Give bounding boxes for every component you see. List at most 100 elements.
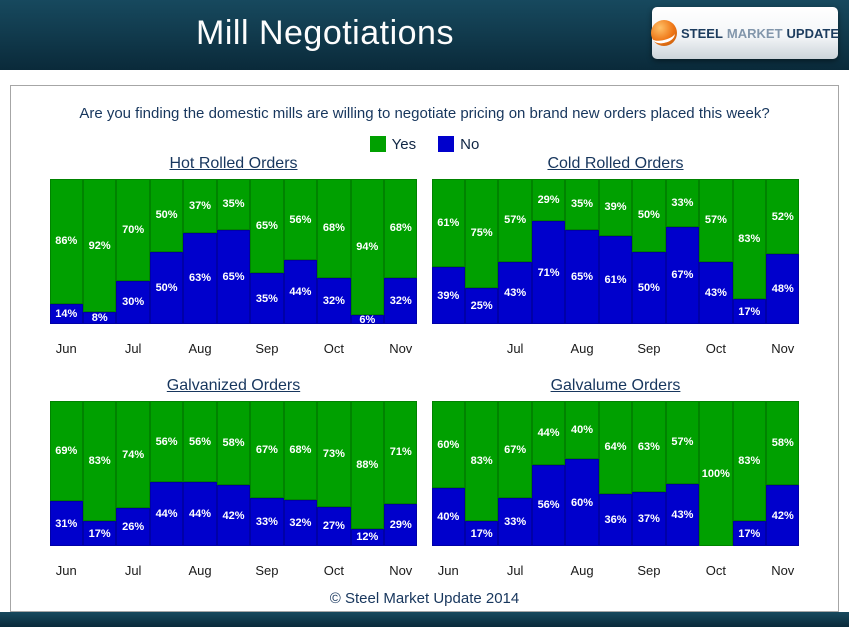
segment-no: 33% <box>498 498 532 546</box>
smu-logo: STEEL MARKET UPDATE <box>651 7 839 59</box>
legend-yes-swatch <box>369 136 386 152</box>
stacked-bar: 52% 48% <box>766 179 800 324</box>
segment-no: 33% <box>250 498 284 546</box>
segment-no: 42% <box>216 485 251 546</box>
value-label: 60% <box>437 438 460 451</box>
value-label: 35% <box>255 292 278 305</box>
value-label: 17% <box>470 527 493 540</box>
month-spacer <box>351 563 384 579</box>
segment-no: 48% <box>766 254 800 324</box>
value-label: 60% <box>571 496 594 509</box>
value-label: 32% <box>322 294 345 307</box>
segment-yes: 68% <box>283 401 318 500</box>
segment-no: 17% <box>82 521 117 546</box>
stacked-bar: 35% 65% <box>565 179 599 324</box>
value-label: 39% <box>437 289 460 302</box>
stacked-bar: 68% 32% <box>384 179 418 324</box>
value-label: 44% <box>537 426 560 439</box>
value-label: 67% <box>671 269 694 282</box>
value-label: 29% <box>389 518 412 531</box>
logo-text-market: MARKET <box>726 25 783 41</box>
month-spacer <box>351 341 384 357</box>
value-label: 52% <box>771 210 794 223</box>
segment-no: 44% <box>283 260 318 324</box>
value-label: 71% <box>389 446 412 459</box>
segment-no: 65% <box>216 229 251 324</box>
segment-no: 44% <box>183 482 217 546</box>
value-label: 29% <box>537 194 560 207</box>
segment-no: 60% <box>565 459 599 546</box>
stacked-bar: 50% 50% <box>632 179 666 324</box>
stacked-bar: 37% 63% <box>183 179 217 324</box>
segment-yes: 56% <box>283 179 318 261</box>
value-label: 56% <box>189 435 212 448</box>
segment-yes: 74% <box>116 401 150 509</box>
value-label: 37% <box>637 513 660 526</box>
stacked-bar: 39% 61% <box>598 179 633 324</box>
value-label: 100% <box>701 467 730 480</box>
value-label: 27% <box>322 520 345 533</box>
value-label: 40% <box>437 511 460 523</box>
value-label: 74% <box>122 448 145 461</box>
plot-area: 69% 31% 83% 17% 74% 26% 56% 44% 56% 44% 58% 42% 67% 3… <box>49 401 418 546</box>
month-label: Jun <box>55 563 77 578</box>
value-label: 39% <box>604 201 627 214</box>
segment-no: 32% <box>283 499 318 546</box>
month-label: Aug <box>188 563 212 578</box>
segment-no: 35% <box>250 273 284 324</box>
segment-yes: 57% <box>498 179 532 262</box>
month-label: Jun <box>55 341 77 356</box>
month-label: Nov <box>389 563 413 578</box>
stacked-bar: 56% 44% <box>283 179 318 324</box>
stacked-bar: 57% 43% <box>665 401 700 546</box>
segment-no: 67% <box>665 226 700 324</box>
month-spacer <box>284 341 317 357</box>
month-label: Jul <box>506 563 524 578</box>
value-label: 43% <box>504 286 527 299</box>
chart-title: Galvanized Orders <box>166 377 301 394</box>
month-axis: Jun Jul Aug Sep Oct Nov <box>50 341 418 357</box>
segment-yes: 58% <box>216 401 251 486</box>
month-label: Aug <box>570 341 594 356</box>
chart-title: Cold Rolled Orders <box>547 155 684 172</box>
value-label: 48% <box>771 283 794 296</box>
month-label: Aug <box>570 563 594 578</box>
value-label: 36% <box>604 513 627 526</box>
logo-text-steel: STEEL <box>681 25 723 41</box>
segment-no: 43% <box>498 261 532 324</box>
segment-no: 31% <box>49 501 83 546</box>
value-label: 33% <box>255 516 278 529</box>
legend-yes-label: Yes <box>391 135 417 153</box>
value-label: 17% <box>738 527 761 540</box>
legend-no-swatch <box>438 136 455 152</box>
stacked-bar: 33% 67% <box>665 179 700 324</box>
month-label: Jul <box>124 563 142 578</box>
segment-yes: 65% <box>250 179 284 274</box>
segment-no: 32% <box>317 277 351 324</box>
plot-area: 61% 39% 75% 25% 57% 43% 29% 71% 35% 65% 39% 61% 50% 5… <box>431 179 800 324</box>
stacked-bar: 58% 42% <box>216 401 251 546</box>
stacked-bar: 69% 31% <box>49 401 83 546</box>
month-label: Oct <box>323 563 344 578</box>
stacked-bar: 57% 43% <box>699 179 733 324</box>
value-label: 35% <box>222 198 245 211</box>
segment-yes: 83% <box>732 179 767 300</box>
value-label: 17% <box>738 305 761 318</box>
legend-no-label: No <box>460 135 480 153</box>
month-label: Jul <box>506 341 524 356</box>
month-spacer <box>465 563 498 579</box>
month-spacer <box>599 563 632 579</box>
value-label: 69% <box>55 445 78 458</box>
value-label: 33% <box>504 516 527 529</box>
segment-yes: 64% <box>598 401 633 494</box>
segment-no: 8% <box>82 312 117 324</box>
stacked-bar: 50% 50% <box>149 179 184 324</box>
month-spacer <box>432 341 465 357</box>
segment-yes: 33% <box>665 179 700 227</box>
value-label: 65% <box>255 220 278 233</box>
month-axis: Jun Jul Aug Sep Oct Nov <box>432 563 800 579</box>
value-label: 44% <box>289 286 312 299</box>
segment-no: 40% <box>431 488 465 546</box>
segment-no: 44% <box>149 482 184 546</box>
value-label: 33% <box>671 196 694 209</box>
